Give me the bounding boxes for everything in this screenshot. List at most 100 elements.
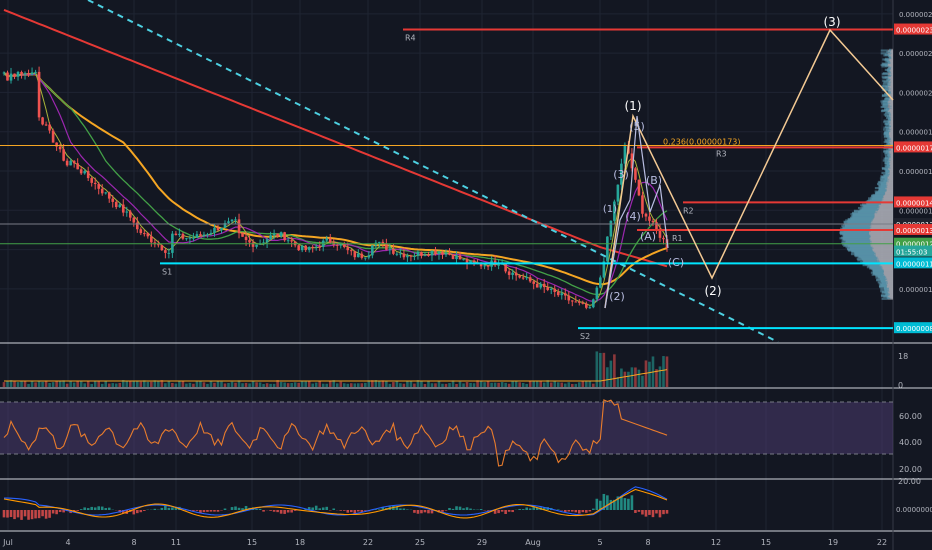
macd-histogram-bar [578, 510, 581, 514]
macd-histogram-bar [507, 510, 511, 512]
price-axis[interactable]: 0.00000240 0.00000220 0.00000200 0.00000180… [894, 11, 932, 334]
candle-body [188, 237, 192, 239]
volume-profile-bar [890, 120, 893, 123]
volume-bar [272, 383, 276, 387]
volume-profile-bar [888, 50, 891, 53]
volume-profile-bar [890, 78, 893, 81]
candle-body [279, 232, 283, 237]
elliott-waves: (1) (2) (3) (A) (B) (C) (1) (2) (3) (4) (5) [603, 15, 894, 309]
volume-profile-bar [890, 166, 893, 169]
macd-histogram-bar [486, 510, 490, 511]
macd-histogram-bar [314, 505, 318, 510]
volume-profile-bar [880, 52, 888, 55]
macd-histogram-bar [528, 508, 532, 510]
volume-profile-bar [885, 191, 893, 194]
volume-profile-bar [884, 272, 893, 276]
macd-histogram-bar [272, 510, 276, 512]
candle-body [111, 198, 115, 202]
time-tick-label: 5 [597, 538, 602, 547]
volume-profile-bar [887, 294, 893, 297]
volume-profile-bar [869, 232, 893, 235]
candle-body [497, 264, 500, 266]
volume-profile-bar [891, 95, 893, 98]
volume-profile-bar [888, 173, 893, 177]
volume-bar [223, 383, 227, 387]
candle-body [227, 221, 230, 224]
volume-profile-bar [889, 112, 893, 115]
volume-bar [58, 380, 62, 387]
volume-profile-bar [886, 188, 893, 191]
volume-bar [623, 371, 627, 387]
macd-histogram-bar [511, 510, 514, 513]
volume-ma [4, 369, 668, 382]
candle-body [441, 252, 444, 255]
candle-body [413, 255, 416, 257]
volume-profile-bar [889, 53, 893, 56]
volume-profile-bar [889, 110, 893, 113]
time-axis[interactable]: Jul 4 8 11 15 18 22 25 29 Aug 5 8 12 15 19 22 [2, 538, 887, 547]
elliott-label: (1) [603, 204, 617, 215]
volume-profile-bar [889, 140, 893, 143]
elliott-label: (1) [625, 99, 642, 113]
candle-body [318, 246, 322, 248]
macd-histogram-bar [58, 510, 62, 513]
volume-profile-bar [889, 291, 893, 294]
volume-profile-bar [887, 100, 893, 103]
volume-bar [188, 382, 192, 387]
candle-body [357, 253, 360, 258]
volume-profile-bar [877, 256, 893, 259]
price-label-box [894, 322, 932, 334]
candle-body [662, 237, 665, 240]
candle-body [532, 281, 535, 284]
macd-histogram-bar [269, 510, 272, 511]
volume-bar [602, 352, 606, 387]
elliott-label: (3) [824, 15, 841, 29]
macd-histogram-bar [353, 510, 357, 515]
volume-bar [490, 382, 493, 387]
volume-profile-bar [886, 184, 893, 187]
volume-profile-bar [887, 292, 893, 295]
volume-profile-bar [889, 161, 893, 164]
candle-body [90, 178, 93, 183]
volume-bar [114, 383, 118, 387]
macd-histogram-bar [209, 510, 213, 512]
volume-profile-bar [874, 253, 893, 256]
volume-profile-bar [887, 281, 893, 285]
volume-bar [185, 383, 188, 387]
volume-bar [434, 383, 437, 387]
macd-histogram-bar [634, 510, 637, 513]
volume-bar [37, 380, 41, 387]
candle-body [634, 168, 637, 180]
volume-profile-bar [889, 138, 893, 142]
volume-profile-bar [872, 220, 893, 223]
volume-profile-bar [878, 203, 893, 206]
macd-histogram-bar [48, 510, 51, 518]
candle-body [206, 234, 209, 236]
macd-histogram-bar [420, 510, 423, 514]
candle-body [248, 240, 251, 243]
macd-histogram-bar [518, 508, 521, 510]
candle-body [567, 295, 571, 301]
candle-body [553, 288, 557, 293]
volume-bar [532, 381, 535, 387]
candle-body [269, 235, 272, 240]
candle-body [658, 229, 662, 238]
volume-profile-bar [890, 70, 893, 73]
volume-bar [216, 380, 220, 387]
volume-profile-bar [890, 91, 893, 94]
volume-bar [248, 383, 251, 387]
candle-body [118, 204, 122, 208]
volume-profile-bar [873, 213, 893, 216]
volume-bar [553, 381, 557, 387]
volume-profile-bar [889, 135, 893, 138]
candle-body [16, 71, 20, 77]
macd-histogram-bar [164, 505, 167, 510]
candle-body [272, 233, 276, 236]
volume-profile-bar [887, 280, 893, 283]
volume-bar [655, 369, 658, 387]
volume-profile-bar [883, 149, 889, 153]
candle-body [455, 255, 458, 260]
volume-profile-bar [870, 235, 893, 239]
